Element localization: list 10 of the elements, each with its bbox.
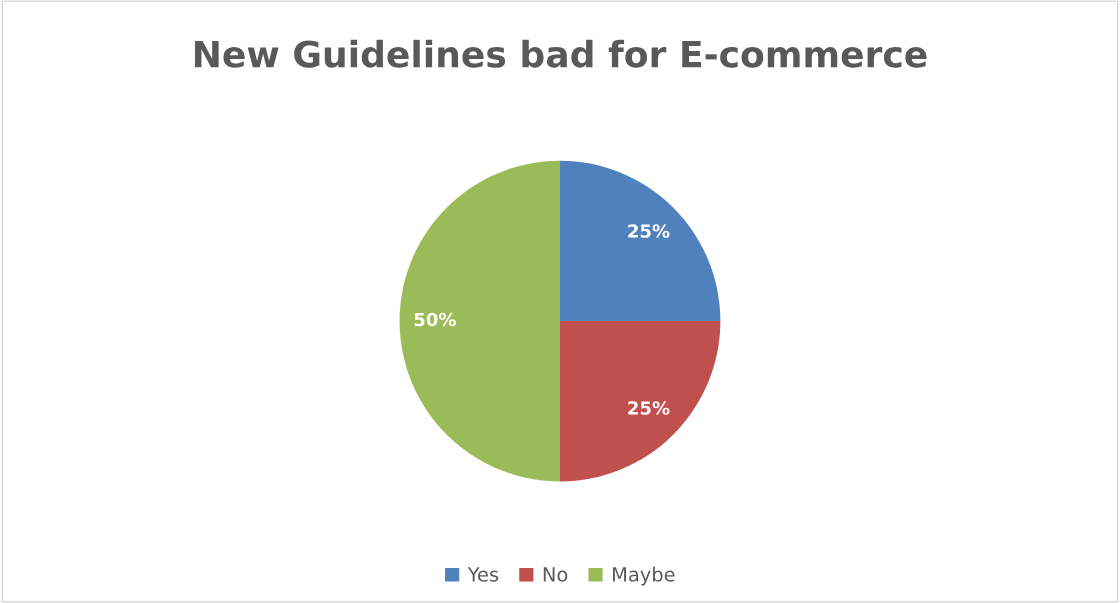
pie-slice [399,160,560,482]
data-label: 50% [414,312,456,327]
chart-title: New Guidelines bad for E-commerce [195,39,927,68]
legend-label: Maybe [613,566,675,586]
legend-label: Yes [467,567,499,582]
data-label: 25% [628,401,670,415]
legend-label: No [543,567,568,582]
pie-slice [560,321,721,482]
pie-slice [560,160,721,322]
data-label: 25% [628,224,670,238]
